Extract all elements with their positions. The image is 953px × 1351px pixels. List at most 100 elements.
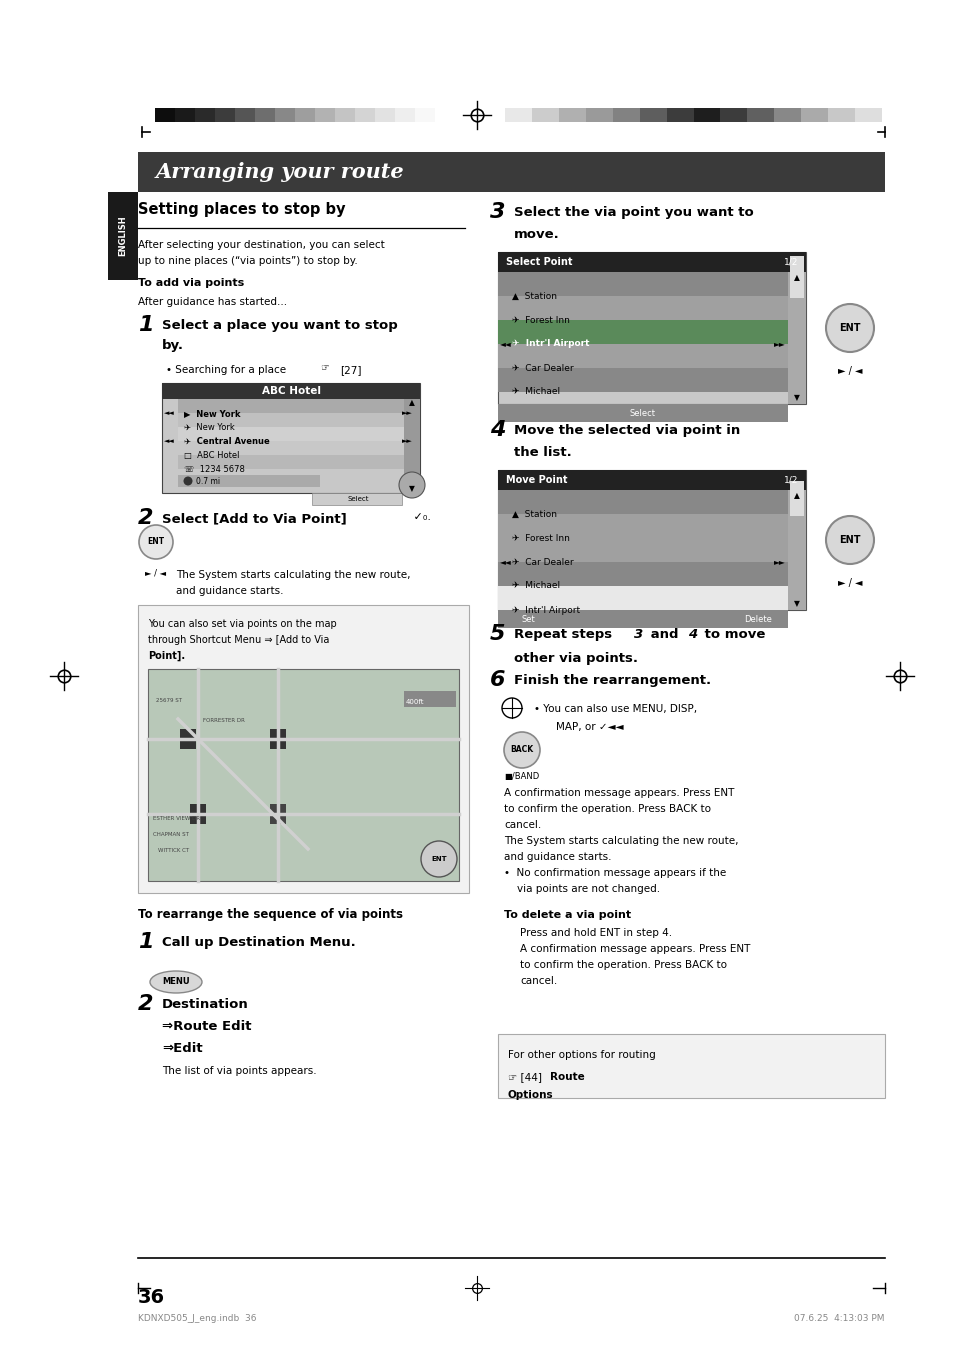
Bar	[497, 611, 787, 628]
Text: • You can also use MENU, DISP,: • You can also use MENU, DISP,	[534, 704, 697, 713]
Bar	[497, 253, 805, 272]
Text: up to nine places (“via points”) to stop by.: up to nine places (“via points”) to stop…	[138, 255, 357, 266]
Text: 400ft: 400ft	[406, 698, 424, 705]
Text: ■/BAND: ■/BAND	[504, 771, 539, 781]
Circle shape	[139, 526, 172, 559]
Bar	[415, 108, 435, 122]
Bar	[497, 470, 805, 611]
Bar	[497, 562, 787, 586]
Text: WITTICK CT: WITTICK CT	[158, 848, 189, 854]
Text: 1/2: 1/2	[783, 476, 798, 485]
Text: FORRESTER DR: FORRESTER DR	[203, 719, 245, 724]
Text: 4: 4	[687, 628, 697, 640]
Text: ✈  Intr'l Airport: ✈ Intr'l Airport	[512, 339, 589, 349]
Text: ✈  New York: ✈ New York	[184, 423, 234, 432]
Text: Route: Route	[550, 1071, 584, 1082]
Text: • Searching for a place: • Searching for a place	[166, 365, 286, 376]
Text: by.: by.	[162, 339, 184, 353]
Text: via points are not changed.: via points are not changed.	[503, 884, 659, 894]
Bar	[827, 108, 854, 122]
Text: The list of via points appears.: The list of via points appears.	[162, 1066, 316, 1075]
Bar	[355, 108, 375, 122]
Text: 6: 6	[490, 670, 505, 690]
Bar	[497, 586, 787, 611]
Text: 3: 3	[490, 203, 505, 222]
Text: BACK: BACK	[510, 746, 533, 754]
Text: ☏  1234 5678: ☏ 1234 5678	[184, 465, 245, 474]
Bar	[174, 108, 194, 122]
Text: 1: 1	[138, 932, 153, 952]
Bar	[178, 427, 403, 442]
Text: Destination: Destination	[162, 998, 249, 1011]
Circle shape	[420, 842, 456, 877]
Text: •  No confirmation message appears if the: • No confirmation message appears if the	[503, 867, 725, 878]
Text: to move: to move	[700, 628, 764, 640]
Text: The System starts calculating the new route,: The System starts calculating the new ro…	[175, 570, 410, 580]
Bar	[693, 108, 720, 122]
Text: and guidance starts.: and guidance starts.	[503, 852, 611, 862]
Text: 07.6.25  4:13:03 PM: 07.6.25 4:13:03 PM	[794, 1315, 884, 1323]
Text: The System starts calculating the new route,: The System starts calculating the new ro…	[503, 836, 738, 846]
Bar	[497, 1034, 884, 1098]
Bar	[314, 108, 335, 122]
Text: 3: 3	[634, 628, 642, 640]
Text: ENT: ENT	[431, 857, 446, 862]
Text: ✈  Car Dealer: ✈ Car Dealer	[512, 558, 573, 566]
Bar	[274, 108, 294, 122]
Text: Call up Destination Menu.: Call up Destination Menu.	[162, 936, 355, 948]
Bar	[148, 669, 458, 881]
Bar	[178, 455, 403, 470]
Text: ▼: ▼	[793, 393, 800, 403]
Text: ENT: ENT	[148, 538, 164, 547]
Text: ►►: ►►	[401, 439, 413, 444]
Circle shape	[825, 304, 873, 353]
Text: Set: Set	[520, 615, 535, 624]
Text: 1: 1	[138, 315, 153, 335]
Text: Select Point: Select Point	[505, 257, 572, 267]
Ellipse shape	[150, 971, 202, 993]
Text: ▲: ▲	[793, 492, 800, 500]
Bar	[178, 440, 403, 455]
Text: A confirmation message appears. Press ENT: A confirmation message appears. Press EN…	[519, 944, 750, 954]
Text: 36: 36	[138, 1288, 165, 1306]
Text: to confirm the operation. Press BACK to: to confirm the operation. Press BACK to	[519, 961, 726, 970]
Bar	[497, 404, 787, 422]
Bar	[178, 399, 403, 413]
Text: ✈  Michael: ✈ Michael	[512, 388, 559, 396]
Text: ▲: ▲	[409, 399, 415, 408]
Bar	[497, 345, 787, 367]
Bar	[375, 108, 395, 122]
Text: ENGLISH: ENGLISH	[118, 216, 128, 257]
Bar	[774, 108, 801, 122]
Bar	[178, 476, 319, 486]
Text: ✈  Michael: ✈ Michael	[512, 581, 559, 590]
Text: ► / ◄: ► / ◄	[837, 578, 862, 588]
Text: 2: 2	[138, 508, 153, 528]
Bar	[294, 108, 314, 122]
Bar	[497, 253, 805, 404]
Text: ► / ◄: ► / ◄	[145, 567, 167, 577]
Text: move.: move.	[514, 228, 559, 240]
Bar	[138, 153, 884, 192]
Bar	[234, 108, 254, 122]
Text: ✈  Forest Inn: ✈ Forest Inn	[512, 534, 569, 543]
Text: cancel.: cancel.	[519, 975, 557, 986]
Text: ◄◄: ◄◄	[164, 439, 174, 444]
Text: 25679 ST: 25679 ST	[156, 698, 182, 704]
Bar	[497, 296, 787, 320]
Text: For other options for routing: For other options for routing	[507, 1050, 655, 1061]
Text: cancel.: cancel.	[503, 820, 540, 830]
Text: [27]: [27]	[339, 365, 361, 376]
Text: and guidance starts.: and guidance starts.	[175, 586, 283, 596]
Text: ▲  Station: ▲ Station	[512, 292, 557, 300]
Text: 2: 2	[138, 994, 153, 1015]
Bar	[190, 804, 206, 824]
Text: to confirm the operation. Press BACK to: to confirm the operation. Press BACK to	[503, 804, 710, 815]
Bar	[214, 108, 234, 122]
Bar	[180, 730, 195, 748]
Text: Delete: Delete	[743, 615, 771, 624]
Bar	[403, 690, 456, 707]
Text: Select: Select	[629, 408, 656, 417]
Text: ✈  Car Dealer: ✈ Car Dealer	[512, 363, 573, 373]
Bar	[585, 108, 612, 122]
